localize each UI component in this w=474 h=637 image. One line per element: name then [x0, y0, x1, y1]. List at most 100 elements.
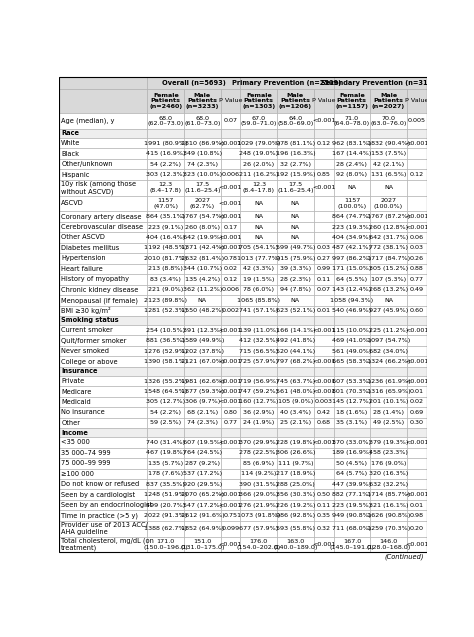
Bar	[184, 356, 221, 367]
Text: 642 (31.7%): 642 (31.7%)	[369, 235, 408, 240]
Bar	[334, 489, 370, 500]
Text: <0.001: <0.001	[405, 141, 428, 146]
Text: 320 (16.3%): 320 (16.3%)	[369, 471, 408, 476]
Text: 764 (24.5%): 764 (24.5%)	[183, 450, 222, 455]
Text: 537 (17.2%): 537 (17.2%)	[183, 471, 222, 476]
Bar	[314, 264, 334, 274]
Text: 0.77: 0.77	[410, 277, 424, 282]
Bar	[240, 264, 277, 274]
Text: 607 (19.5%): 607 (19.5%)	[182, 440, 222, 445]
Bar	[240, 211, 277, 222]
Text: (Continued): (Continued)	[384, 554, 423, 561]
Text: 0.27: 0.27	[317, 256, 331, 261]
Text: 0.02: 0.02	[410, 399, 424, 404]
Text: 223 (19.3%): 223 (19.3%)	[332, 224, 372, 229]
Text: 223 (9.1%): 223 (9.1%)	[148, 224, 183, 229]
Bar	[184, 500, 221, 510]
Bar	[370, 243, 407, 253]
Bar	[314, 306, 334, 316]
Bar	[334, 113, 370, 129]
Bar	[184, 510, 221, 521]
Text: <0.001: <0.001	[405, 542, 428, 547]
Bar	[240, 536, 277, 552]
Text: 18 (1.6%): 18 (1.6%)	[336, 410, 367, 415]
Text: 599 (49.7%): 599 (49.7%)	[276, 245, 315, 250]
Text: <0.001: <0.001	[219, 503, 242, 508]
Bar	[370, 129, 407, 138]
Bar	[334, 264, 370, 274]
Bar	[59, 113, 147, 129]
Bar	[184, 346, 221, 356]
Bar	[407, 148, 427, 159]
Text: 561 (49.0%): 561 (49.0%)	[332, 348, 372, 354]
Text: 306 (9.7%): 306 (9.7%)	[185, 399, 220, 404]
Bar	[147, 138, 184, 148]
Text: 260 (12.8%): 260 (12.8%)	[369, 224, 408, 229]
Bar	[221, 285, 240, 295]
Bar	[59, 386, 147, 397]
Bar	[407, 316, 427, 325]
Text: 2632 (81.4%): 2632 (81.4%)	[181, 256, 224, 261]
Bar	[407, 521, 427, 536]
Text: 801 (70.3%): 801 (70.3%)	[332, 389, 371, 394]
Bar	[184, 295, 221, 306]
Bar	[59, 397, 147, 407]
Text: 837 (35.5%): 837 (35.5%)	[146, 482, 185, 487]
Text: 725 (57.9%): 725 (57.9%)	[239, 359, 278, 364]
Bar	[407, 196, 427, 211]
Bar	[147, 295, 184, 306]
Text: 1991 (80.9%): 1991 (80.9%)	[144, 141, 188, 146]
Text: 882 (77.1%): 882 (77.1%)	[332, 492, 371, 497]
Text: 160 (12.7%): 160 (12.7%)	[239, 399, 279, 404]
Text: Quit/former smoker: Quit/former smoker	[61, 338, 127, 344]
Bar	[59, 129, 147, 138]
Text: 176 (9.0%): 176 (9.0%)	[371, 461, 406, 466]
Bar	[59, 148, 147, 159]
Bar	[370, 437, 407, 448]
Text: 391 (12.3%): 391 (12.3%)	[182, 327, 222, 333]
Bar	[240, 89, 277, 113]
Bar	[147, 77, 240, 89]
Bar	[59, 376, 147, 386]
Bar	[407, 306, 427, 316]
Text: 487 (42.1%): 487 (42.1%)	[332, 245, 371, 250]
Bar	[240, 129, 277, 138]
Bar	[184, 428, 221, 437]
Bar	[277, 159, 314, 169]
Bar	[147, 306, 184, 316]
Text: <0.001: <0.001	[312, 327, 336, 333]
Bar	[314, 325, 334, 336]
Text: 176.0
(154.0–202.0): 176.0 (154.0–202.0)	[237, 540, 281, 550]
Text: White: White	[61, 140, 81, 146]
Bar	[314, 448, 334, 458]
Bar	[334, 536, 370, 552]
Bar	[221, 407, 240, 418]
Bar	[184, 264, 221, 274]
Bar	[277, 397, 314, 407]
Text: 10y risk (among those
without ASCVD): 10y risk (among those without ASCVD)	[61, 181, 137, 194]
Text: 1877 (59.3%): 1877 (59.3%)	[181, 389, 224, 394]
Bar	[184, 233, 221, 243]
Bar	[147, 479, 184, 489]
Bar	[147, 346, 184, 356]
Bar	[240, 367, 277, 376]
Text: 1192 (48.5%): 1192 (48.5%)	[144, 245, 187, 250]
Bar	[334, 500, 370, 510]
Text: 1013 (77.7%): 1013 (77.7%)	[237, 256, 281, 261]
Bar	[277, 458, 314, 469]
Text: 64.0
(58.0–69.0): 64.0 (58.0–69.0)	[277, 116, 314, 126]
Bar	[221, 356, 240, 367]
Bar	[147, 148, 184, 159]
Text: 323 (10.0%): 323 (10.0%)	[183, 172, 222, 177]
Text: P Value: P Value	[312, 99, 336, 103]
Bar	[277, 211, 314, 222]
Bar	[407, 253, 427, 264]
Bar	[314, 138, 334, 148]
Bar	[147, 536, 184, 552]
Text: 83 (3.4%): 83 (3.4%)	[150, 277, 181, 282]
Bar	[184, 386, 221, 397]
Bar	[314, 510, 334, 521]
Bar	[277, 222, 314, 233]
Text: 260 (8.0%): 260 (8.0%)	[185, 224, 220, 229]
Bar	[407, 510, 427, 521]
